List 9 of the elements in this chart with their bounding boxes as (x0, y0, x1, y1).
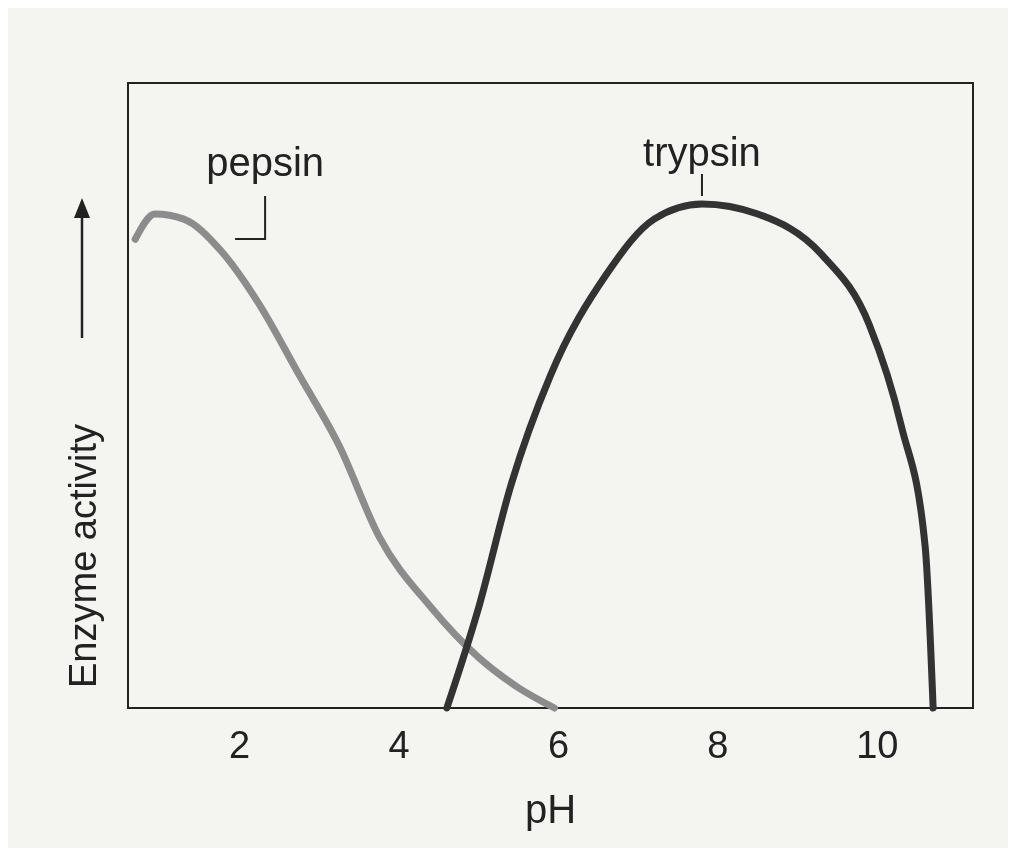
x-axis-title: pH (524, 787, 577, 831)
x-tick-label: 8 (707, 724, 729, 766)
x-tick-label: 10 (856, 724, 899, 766)
series-label: pepsin (206, 140, 325, 185)
x-tick-label: 4 (388, 724, 410, 766)
y-axis-title: Enzyme activity (62, 424, 104, 688)
x-tick-label: 2 (229, 724, 251, 766)
x-tick-label: 6 (547, 724, 570, 766)
series-label: trypsin (643, 129, 761, 174)
